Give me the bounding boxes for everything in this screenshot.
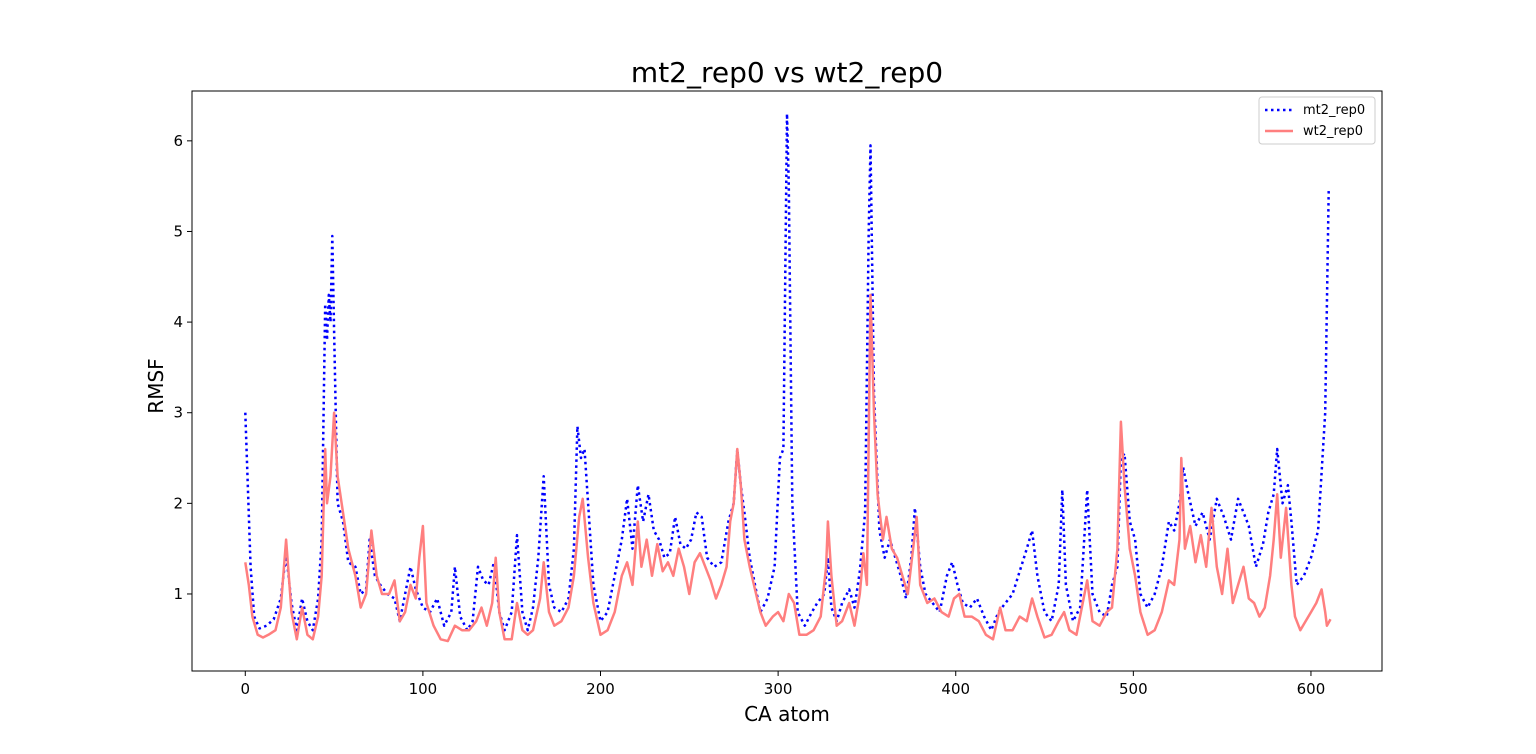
series-line-mt2-rep0 xyxy=(244,112,1330,632)
x-tick-label: 500 xyxy=(1119,680,1148,698)
plot-area xyxy=(191,90,1383,672)
y-tick-label: 4 xyxy=(173,313,183,331)
y-tick-label: 6 xyxy=(173,132,183,150)
series-line-wt2-rep0 xyxy=(244,293,1332,643)
legend-label-wt2-rep0: wt2_rep0 xyxy=(1303,124,1363,139)
y-tick-label: 2 xyxy=(173,494,183,512)
x-tick-label: 100 xyxy=(409,680,438,698)
x-axis-label: CA atom xyxy=(744,702,830,726)
y-tick-label: 3 xyxy=(173,404,183,422)
x-tick-label: 300 xyxy=(764,680,793,698)
chart-title: mt2_rep0 vs wt2_rep0 xyxy=(631,56,943,89)
x-tick-label: 0 xyxy=(241,680,251,698)
x-tick-label: 600 xyxy=(1297,680,1326,698)
x-tick-label: 200 xyxy=(586,680,615,698)
y-tick-label: 5 xyxy=(173,222,183,240)
y-tick-label: 1 xyxy=(173,585,183,603)
series-layer xyxy=(244,112,1332,643)
y-axis-label: RMSF xyxy=(144,358,168,413)
legend-label-mt2-rep0: mt2_rep0 xyxy=(1303,103,1365,118)
x-axis: 0 100 200 300 400 500 600 xyxy=(241,671,1326,698)
y-axis: 1 2 3 4 5 6 xyxy=(173,132,192,603)
x-tick-label: 400 xyxy=(941,680,970,698)
legend: mt2_rep0 wt2_rep0 xyxy=(1258,96,1376,145)
